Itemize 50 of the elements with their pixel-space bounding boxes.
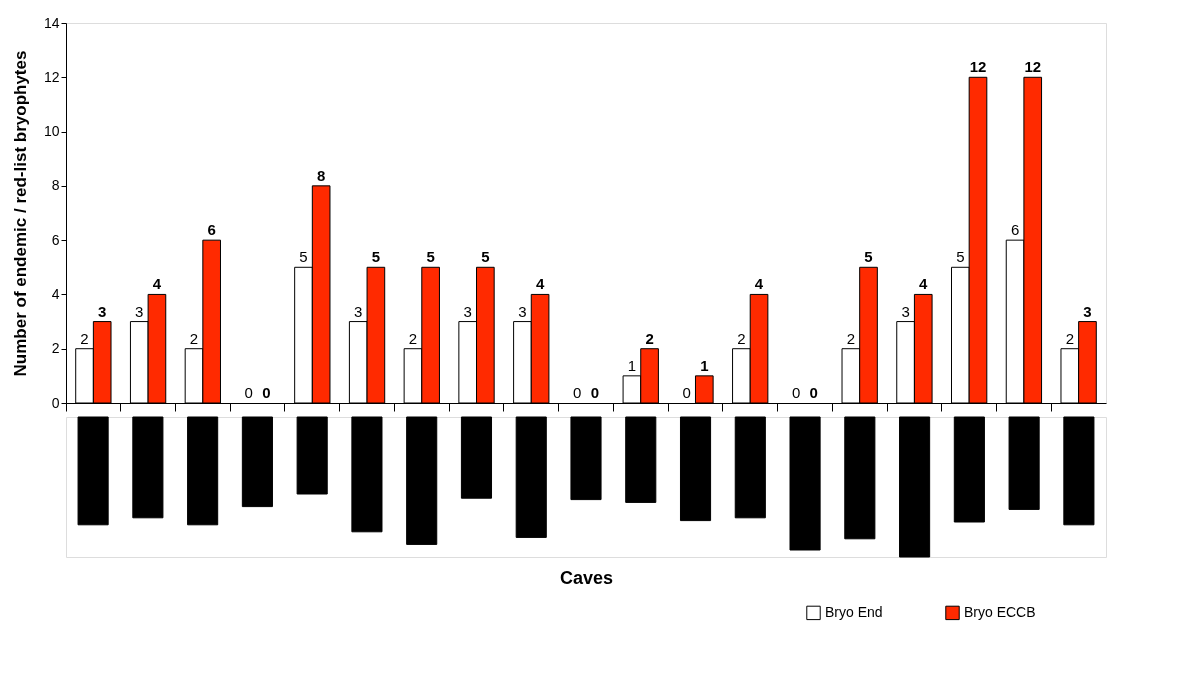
y-tick-label: 8 xyxy=(51,177,60,194)
data-label: 2 xyxy=(189,329,199,347)
data-label: 12 xyxy=(1024,58,1042,76)
y-tick-label: 10 xyxy=(43,123,60,140)
data-label: 1 xyxy=(627,356,637,374)
data-label: 3 xyxy=(354,302,363,320)
y-tick-label: 0 xyxy=(51,394,60,411)
data-label: 5 xyxy=(371,248,381,266)
data-label: 2 xyxy=(846,329,856,347)
data-label: 4 xyxy=(535,275,545,293)
data-label: 3 xyxy=(98,302,107,320)
data-label: 4 xyxy=(152,275,162,293)
data-label: 3 xyxy=(518,302,527,320)
y-tick-label: 12 xyxy=(43,68,60,85)
data-label: 2 xyxy=(737,329,746,347)
data-label: 5 xyxy=(426,248,435,266)
data-label: 2 xyxy=(1065,329,1074,347)
data-label: 3 xyxy=(901,302,910,320)
data-label: 12 xyxy=(969,58,987,76)
data-label: 8 xyxy=(316,166,326,184)
data-label: 2 xyxy=(645,329,654,347)
data-label: 0 xyxy=(791,384,801,401)
data-label: 0 xyxy=(573,384,582,401)
y-tick-label: 4 xyxy=(51,285,60,302)
data-label: 3 xyxy=(135,302,144,320)
data-label: 5 xyxy=(481,248,490,266)
data-label: 2 xyxy=(408,329,418,347)
data-label: 4 xyxy=(919,275,929,293)
legend-label: Bryo End xyxy=(825,603,883,620)
y-tick-label: 2 xyxy=(51,340,60,357)
data-label: 0 xyxy=(262,384,271,401)
x-axis-title: Caves xyxy=(559,567,614,588)
y-axis-title: Number of endemic / red-list bryophytes xyxy=(10,50,30,377)
legend-label: Bryo ECCB xyxy=(964,603,1036,620)
data-label: 5 xyxy=(299,248,308,266)
data-label: 0 xyxy=(682,384,691,401)
data-label: 4 xyxy=(754,275,764,293)
data-label: 6 xyxy=(1010,221,1020,239)
data-label: 0 xyxy=(244,384,253,401)
data-label: 0 xyxy=(809,384,818,401)
data-label: 5 xyxy=(864,248,873,266)
y-tick-label: 14 xyxy=(43,14,60,31)
data-label: 3 xyxy=(1083,302,1092,320)
data-label: 3 xyxy=(463,302,472,320)
data-label: 0 xyxy=(590,384,599,401)
data-label: 2 xyxy=(80,329,89,347)
data-label: 5 xyxy=(956,248,965,266)
y-tick-label: 6 xyxy=(51,231,60,248)
data-label: 1 xyxy=(700,356,709,374)
data-label: 6 xyxy=(207,221,216,239)
